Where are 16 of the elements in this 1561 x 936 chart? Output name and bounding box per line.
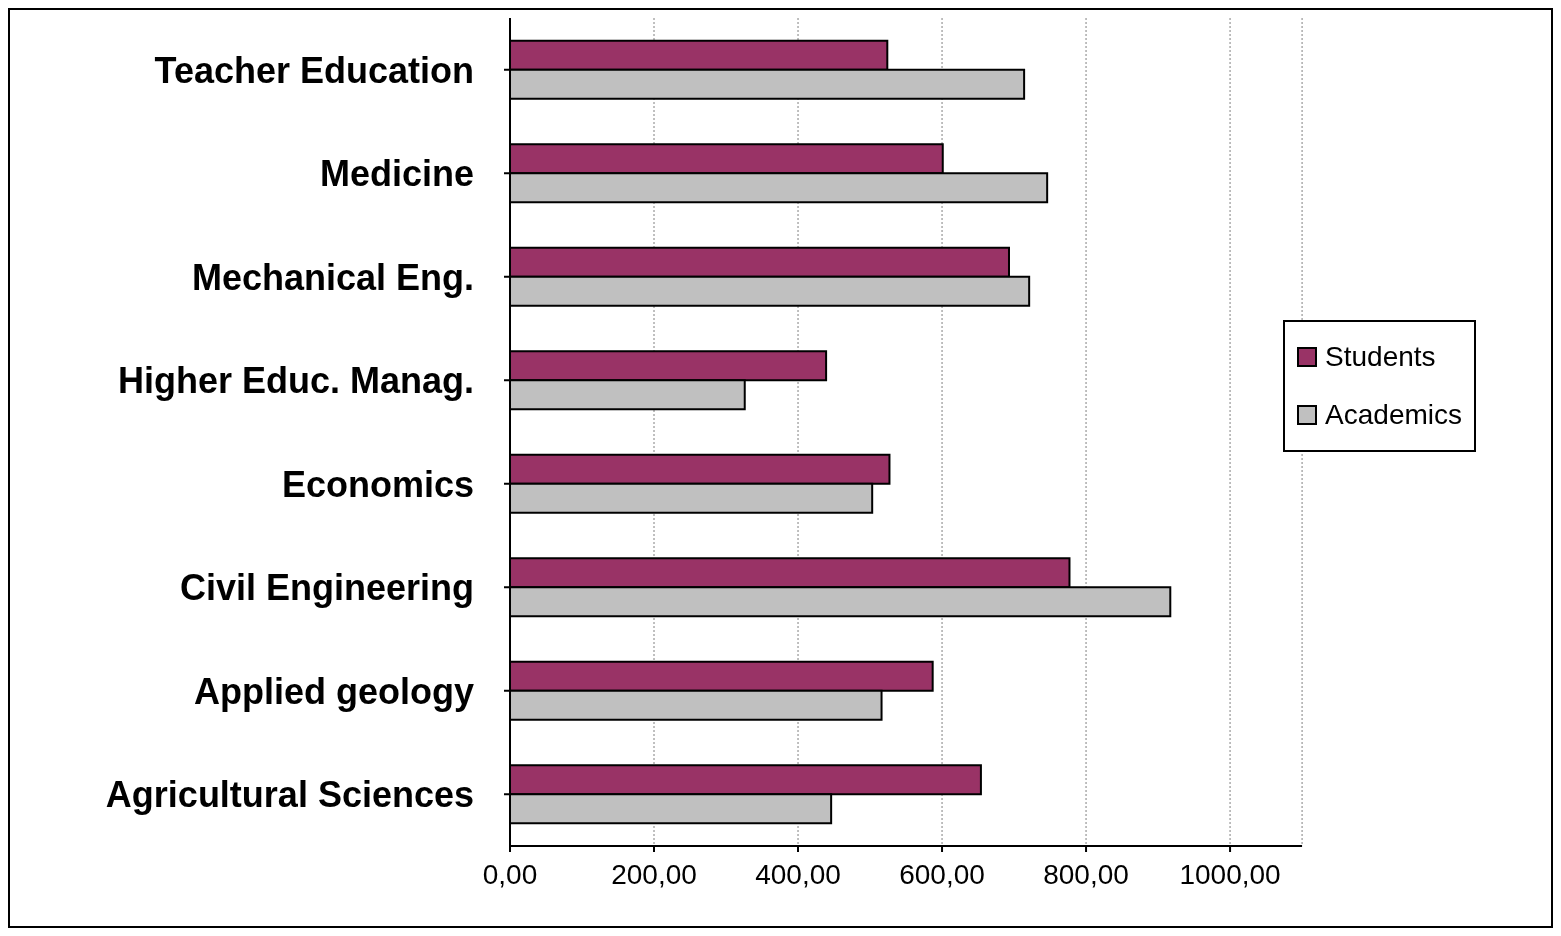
y-tick-label: Civil Engineering <box>179 567 474 609</box>
y-tick-label: Teacher Education <box>154 49 474 91</box>
legend-label: Students <box>1324 340 1437 374</box>
y-tick-label: Medicine <box>319 153 474 195</box>
legend-label: Academics <box>1324 398 1462 432</box>
y-tick-label: Higher Educ. Manag. <box>117 360 474 402</box>
y-tick-label: Mechanical Eng. <box>191 256 474 298</box>
x-tick-label: 400,00 <box>755 858 841 890</box>
y-tick-label: Applied geology <box>193 670 474 712</box>
x-tick-label: 200,00 <box>611 858 697 890</box>
x-tick-label: 0,00 <box>482 858 538 890</box>
x-tick-label: 600,00 <box>899 858 985 890</box>
y-tick-label: Economics <box>281 463 474 505</box>
x-tick-label: 1000,00 <box>1179 858 1281 890</box>
y-tick-label: Agricultural Sciences <box>105 774 474 816</box>
x-tick-label: 800,00 <box>1043 858 1129 890</box>
